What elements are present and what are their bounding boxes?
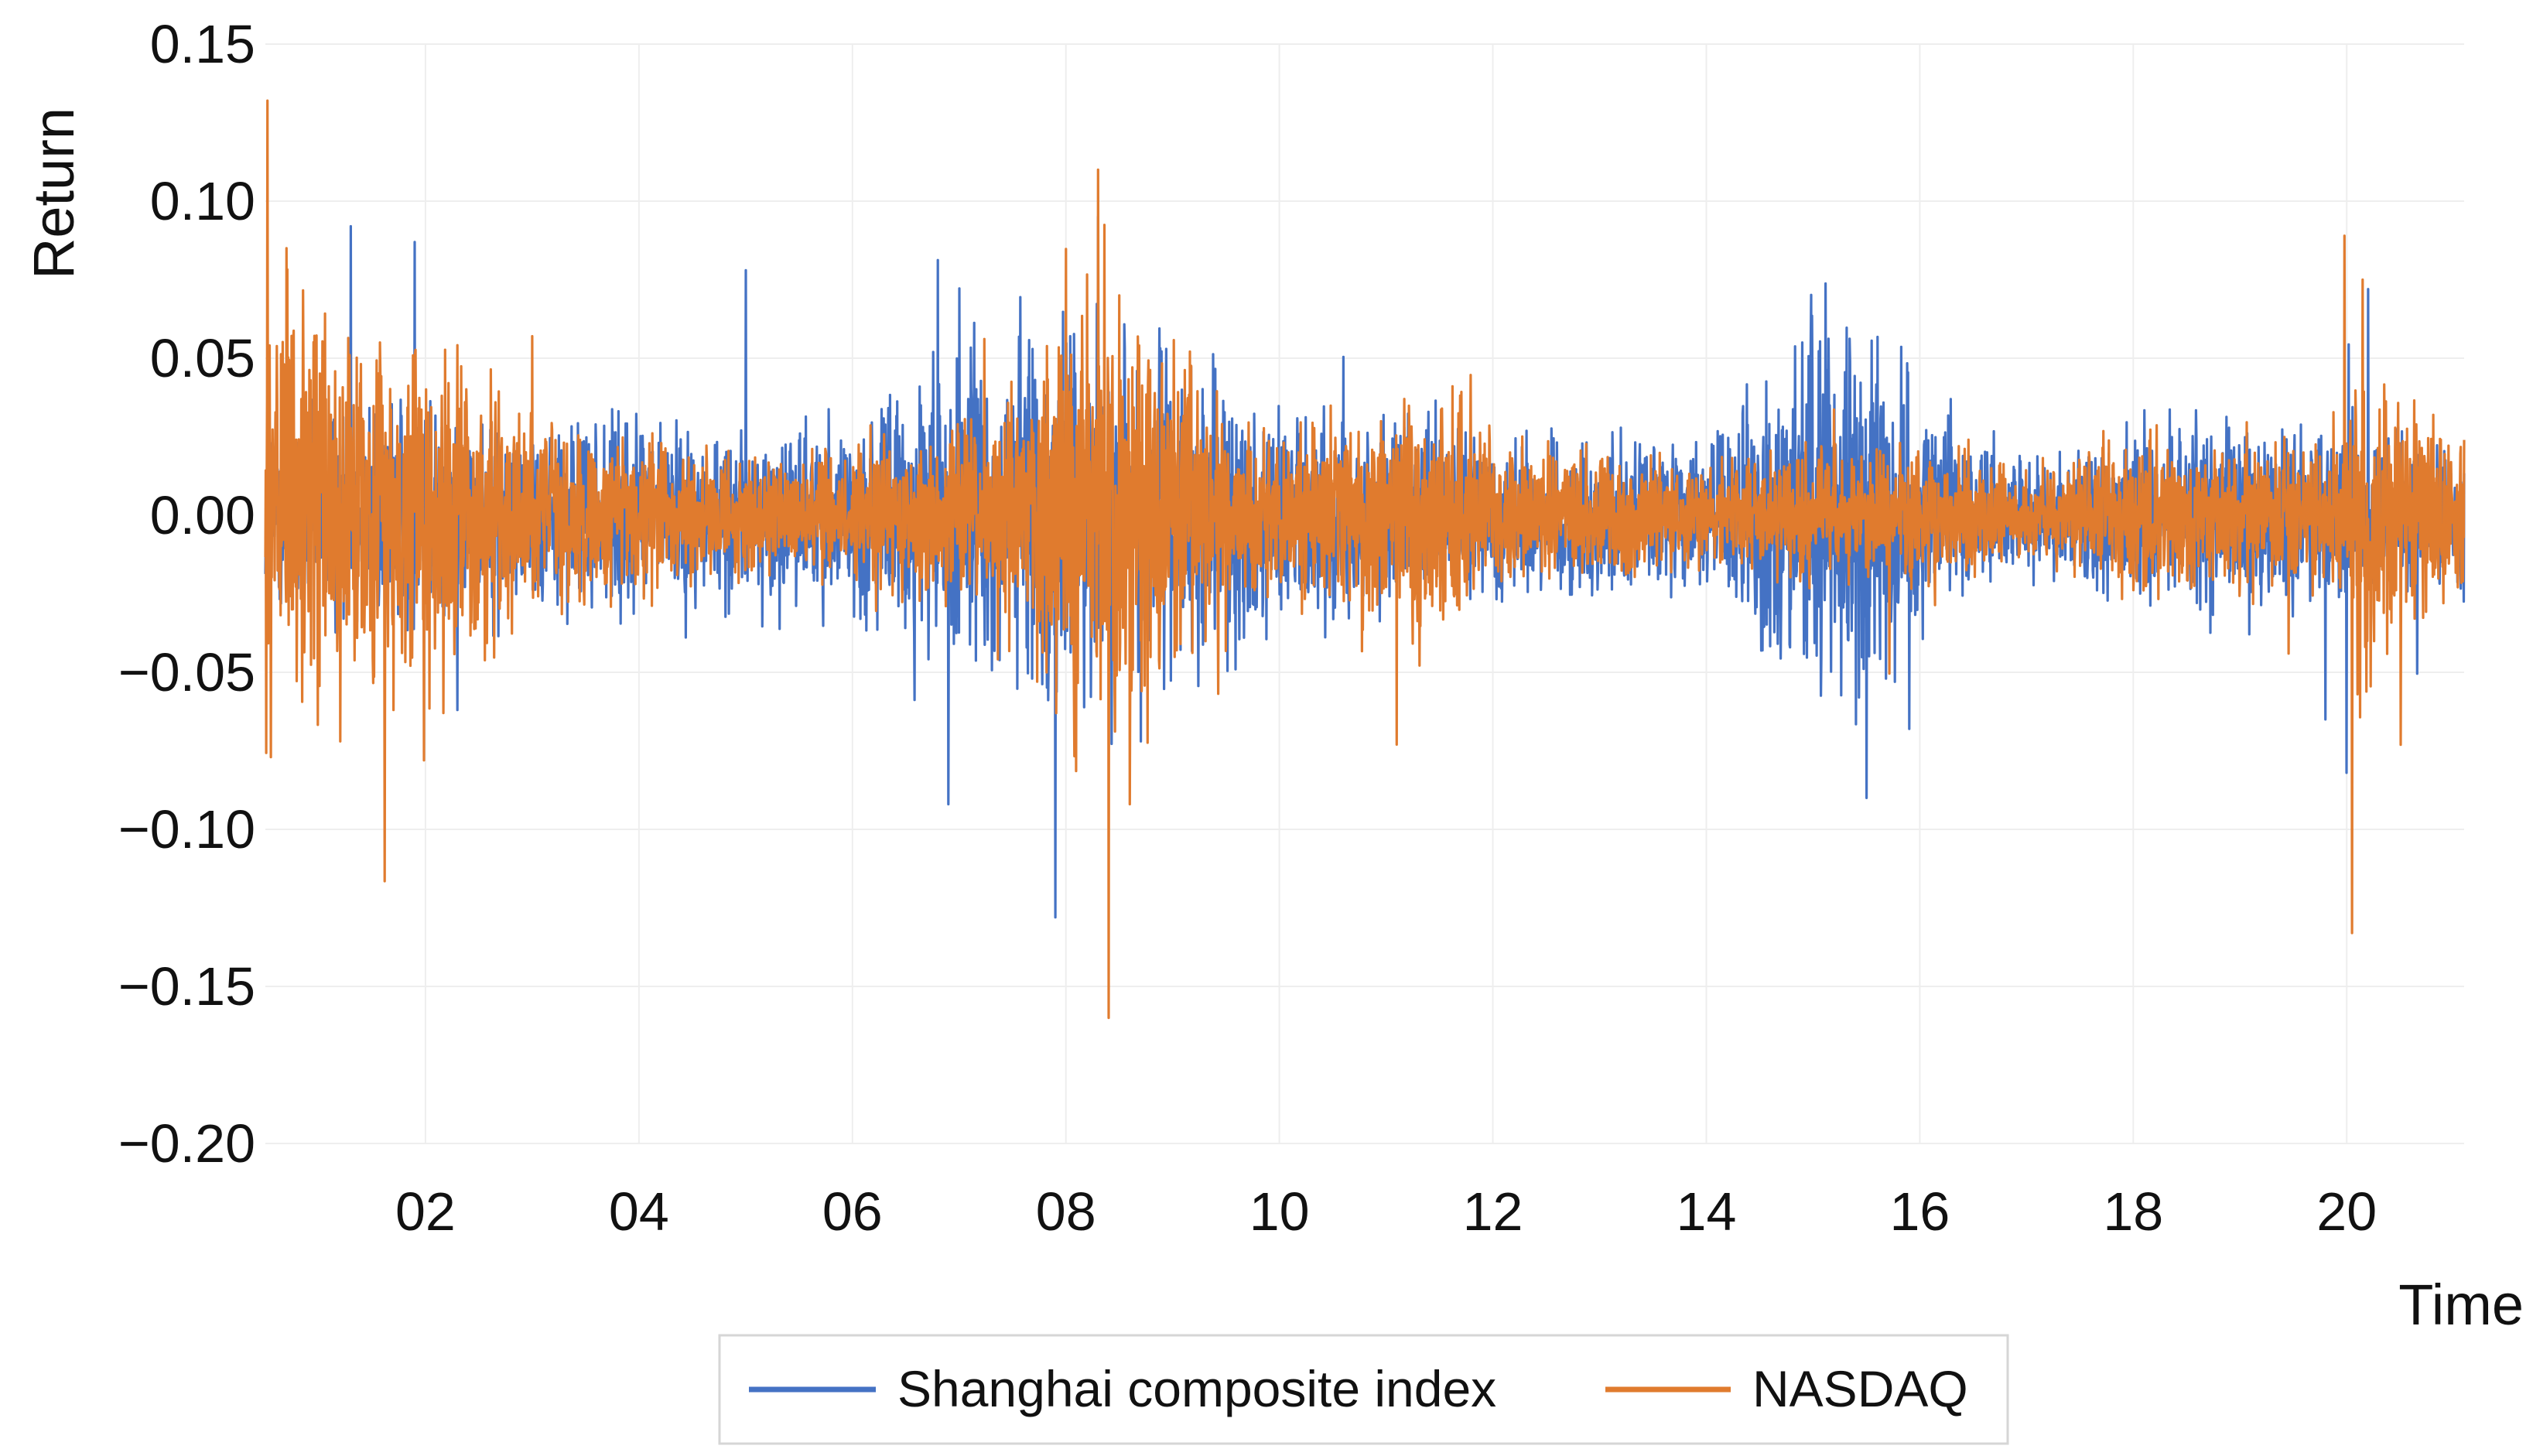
x-tick-label: 04 xyxy=(609,1181,669,1242)
y-tick-label: 0.00 xyxy=(150,485,255,545)
y-tick-label: −0.15 xyxy=(118,956,255,1017)
x-axis-ticks: 02 04 06 08 10 12 14 16 18 20 xyxy=(395,1181,2377,1242)
x-tick-label: 08 xyxy=(1036,1181,1096,1242)
x-tick-label: 18 xyxy=(2103,1181,2163,1242)
legend-label-shanghai: Shanghai composite index xyxy=(897,1360,1496,1417)
x-tick-label: 06 xyxy=(822,1181,883,1242)
x-tick-label: 20 xyxy=(2316,1181,2377,1242)
x-tick-label: 10 xyxy=(1249,1181,1310,1242)
x-tick-label: 16 xyxy=(1889,1181,1950,1242)
y-axis-ticks: 0.15 0.10 0.05 0.00 −0.05 −0.10 −0.15 −0.20 xyxy=(118,14,255,1174)
legend-box xyxy=(718,1334,2009,1445)
y-tick-label: 0.15 xyxy=(150,14,255,74)
x-tick-label: 14 xyxy=(1677,1181,1737,1242)
y-tick-label: −0.05 xyxy=(118,642,255,702)
y-tick-label: 0.10 xyxy=(150,171,255,231)
legend-label-nasdaq: NASDAQ xyxy=(1752,1360,1968,1417)
x-tick-label: 12 xyxy=(1463,1181,1523,1242)
plot-area xyxy=(264,99,2466,1020)
y-tick-label: −0.10 xyxy=(118,799,255,860)
x-axis-title: Time xyxy=(2398,1273,2524,1337)
series-line-nasdaq xyxy=(264,99,2466,1020)
grid-lines xyxy=(265,43,2464,1144)
legend: Shanghai composite index NASDAQ xyxy=(718,1334,2009,1445)
y-axis-title: Return xyxy=(22,108,86,279)
x-tick-label: 02 xyxy=(395,1181,456,1242)
y-tick-label: 0.05 xyxy=(150,328,255,388)
y-tick-label: −0.20 xyxy=(118,1113,255,1174)
